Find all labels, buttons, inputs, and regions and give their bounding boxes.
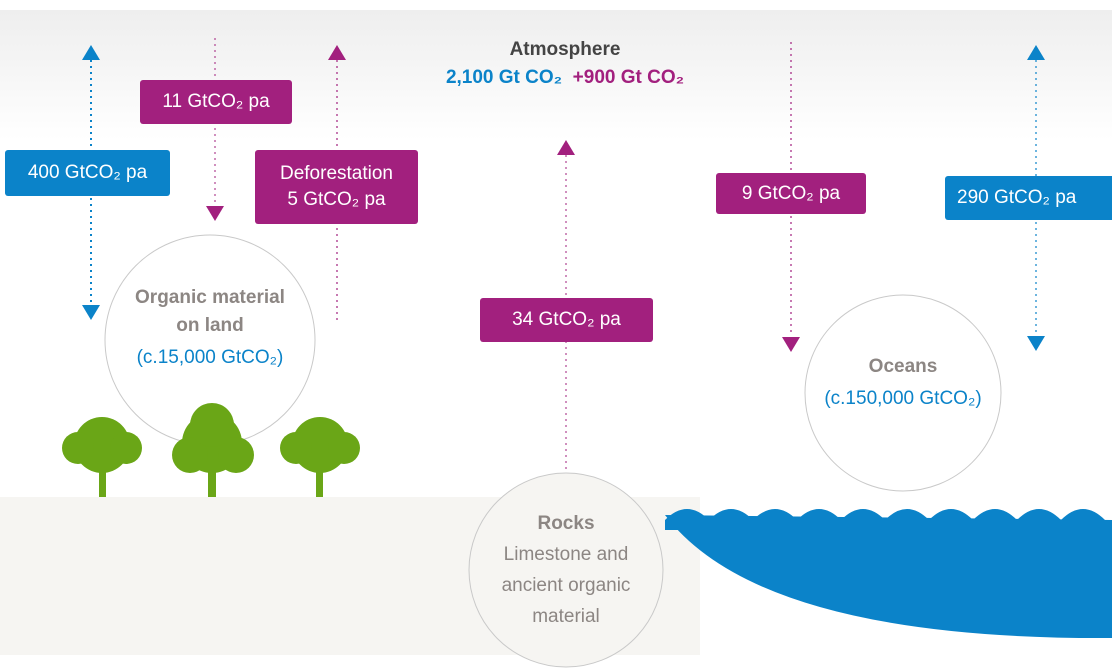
reservoir-amount: (c.15,000 GtCO₂) xyxy=(130,344,290,372)
reservoir-amount: (c.150,000 GtCO₂) xyxy=(805,385,1001,413)
flow-label: 34 GtCO₂ pa xyxy=(480,298,653,342)
flow-value: 290 GtCO₂ pa xyxy=(957,185,1076,211)
flow-label: 11 GtCO₂ pa xyxy=(140,80,292,124)
arrowhead xyxy=(557,140,575,155)
flow-value: 400 GtCO₂ pa xyxy=(28,160,147,186)
reservoir-label: Organic material on land (c.15,000 GtCO₂) xyxy=(130,284,290,372)
flow-label: 400 GtCO₂ pa xyxy=(5,150,170,196)
arrowhead xyxy=(206,206,224,221)
arrowhead xyxy=(782,337,800,352)
atmosphere-title: Atmosphere xyxy=(430,36,700,64)
reservoir-title: Oceans xyxy=(805,353,1001,381)
reservoir-title: Organic material on land xyxy=(130,284,290,340)
arrowhead xyxy=(1027,336,1045,351)
carbon-cycle-diagram: Atmosphere 2,100 Gt CO₂ +900 Gt CO₂ 11 G… xyxy=(0,0,1112,669)
flow-value: 11 GtCO₂ pa xyxy=(162,89,269,115)
trees xyxy=(62,403,360,497)
reservoir-label: Oceans (c.150,000 GtCO₂) xyxy=(805,353,1001,413)
tree xyxy=(280,417,360,497)
flow-value: 34 GtCO₂ pa xyxy=(512,307,621,333)
flow-label: 290 GtCO₂ pa xyxy=(945,176,1112,220)
atmosphere-stock: 2,100 Gt CO₂ +900 Gt CO₂ xyxy=(380,64,750,92)
reservoir-amount: Limestone and ancient organic material xyxy=(491,539,641,632)
flow-title: Deforestation xyxy=(280,161,393,187)
atmosphere-stock-value: 2,100 Gt CO₂ xyxy=(446,67,562,88)
reservoir-title: Rocks xyxy=(476,508,656,539)
atmosphere-added-value: +900 Gt CO₂ xyxy=(573,67,684,88)
flow-value: 5 GtCO₂ pa xyxy=(287,187,385,213)
arrowhead xyxy=(82,305,100,320)
tree xyxy=(62,417,142,497)
flow-label: 9 GtCO₂ pa xyxy=(716,173,866,214)
ocean xyxy=(665,515,1112,638)
flow-value: 9 GtCO₂ pa xyxy=(742,181,840,207)
